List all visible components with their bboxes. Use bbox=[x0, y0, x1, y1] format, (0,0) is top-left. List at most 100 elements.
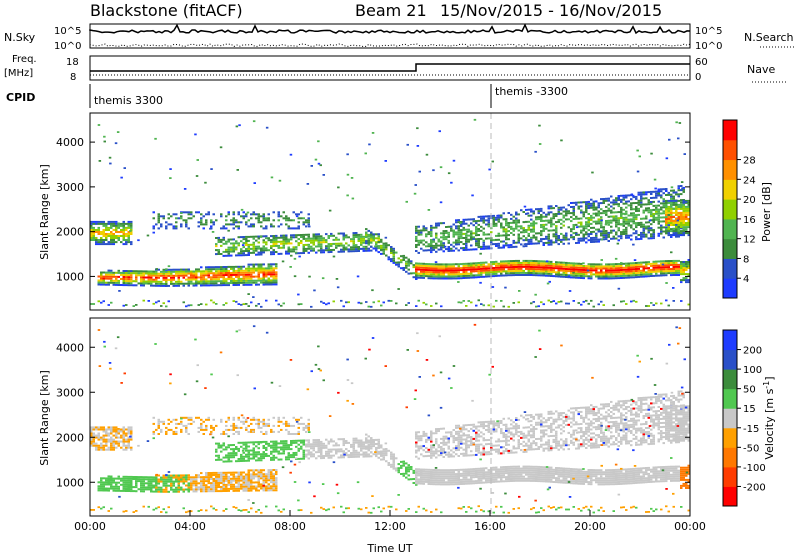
heatmap-cell bbox=[310, 249, 313, 252]
heatmap-cell bbox=[255, 245, 258, 248]
heatmap-cell bbox=[112, 237, 115, 239]
heatmap-cell bbox=[477, 219, 480, 222]
heatmap-cell bbox=[482, 219, 485, 222]
heatmap-cell bbox=[670, 270, 673, 272]
heatmap-cell bbox=[210, 272, 213, 275]
heatmap-cell bbox=[105, 273, 108, 276]
heatmap-cell bbox=[102, 428, 105, 431]
heatmap-cell bbox=[517, 270, 520, 272]
heatmap-cell bbox=[595, 269, 598, 272]
heatmap-cell bbox=[510, 274, 513, 277]
heatmap-cell bbox=[285, 252, 288, 255]
heatmap-cell bbox=[622, 266, 625, 269]
heatmap-cell bbox=[420, 276, 423, 279]
heatmap-cell bbox=[247, 453, 250, 456]
heatmap-cell bbox=[630, 270, 633, 273]
heatmap-cell bbox=[270, 281, 273, 284]
heatmap-cell bbox=[180, 225, 183, 228]
heatmap-cell bbox=[517, 237, 520, 240]
heatmap-cell bbox=[535, 238, 538, 241]
heatmap-cell bbox=[246, 240, 249, 242]
heatmap-cell bbox=[345, 234, 348, 237]
heatmap-cell bbox=[380, 304, 383, 307]
heatmap-cell bbox=[542, 227, 545, 230]
heatmap-cell bbox=[330, 234, 333, 237]
heatmap-cell bbox=[257, 481, 260, 484]
heatmap-cell bbox=[545, 274, 548, 277]
heatmap-cell bbox=[140, 484, 143, 487]
heatmap-cell bbox=[292, 250, 295, 253]
heatmap-cell bbox=[155, 476, 158, 479]
heatmap-cell bbox=[590, 273, 593, 276]
heatmap-cell bbox=[195, 278, 198, 281]
heatmap-cell bbox=[495, 224, 498, 227]
heatmap-cell bbox=[267, 281, 270, 284]
heatmap-cell bbox=[557, 267, 560, 270]
heatmap-cell bbox=[515, 217, 518, 220]
heatmap-cell bbox=[577, 508, 580, 510]
heatmap-cell bbox=[280, 234, 283, 237]
heatmap-cell bbox=[390, 246, 393, 248]
heatmap-cell bbox=[272, 251, 275, 254]
heatmap-cell bbox=[560, 261, 563, 264]
heatmap-cell bbox=[657, 200, 660, 203]
heatmap-cell bbox=[502, 246, 505, 249]
heatmap-cell bbox=[670, 207, 673, 210]
heatmap-cell bbox=[417, 268, 420, 271]
heatmap-cell bbox=[547, 260, 550, 263]
heatmap-cell bbox=[230, 456, 233, 459]
heatmap-cell bbox=[677, 189, 680, 192]
heatmap-cell bbox=[625, 202, 628, 205]
heatmap-cell bbox=[92, 428, 95, 431]
heatmap-cell bbox=[322, 251, 325, 254]
heatmap-cell bbox=[222, 475, 225, 478]
heatmap-cell bbox=[635, 264, 638, 266]
heatmap-cell bbox=[107, 489, 110, 492]
heatmap-cell bbox=[175, 480, 178, 483]
heatmap-cell bbox=[207, 270, 210, 273]
heatmap-cell bbox=[677, 259, 680, 262]
heatmap-cell bbox=[542, 270, 545, 273]
heatmap-cell bbox=[155, 282, 158, 285]
heatmap-cell bbox=[447, 273, 450, 276]
heatmap-cell bbox=[262, 283, 265, 286]
heatmap-cell bbox=[416, 127, 419, 130]
heatmap-cell bbox=[422, 249, 425, 252]
heatmap-cell bbox=[177, 272, 180, 275]
heatmap-cell bbox=[257, 479, 260, 482]
heatmap-cell bbox=[675, 274, 678, 276]
colorbar-tick-label: 20 bbox=[743, 195, 756, 206]
heatmap-cell bbox=[635, 300, 638, 303]
heatmap-cell bbox=[607, 271, 610, 274]
heatmap-cell bbox=[95, 434, 98, 437]
heatmap-cell bbox=[675, 234, 678, 237]
heatmap-cell bbox=[235, 254, 238, 257]
heatmap-cell bbox=[635, 268, 638, 270]
heatmap-cell bbox=[270, 458, 273, 461]
heatmap-cell bbox=[602, 267, 605, 270]
heatmap-cell bbox=[237, 447, 240, 450]
heatmap-cell bbox=[220, 266, 223, 269]
heatmap-cell bbox=[687, 232, 690, 235]
heatmap-cell bbox=[557, 301, 560, 303]
heatmap-cell bbox=[275, 448, 278, 451]
heatmap-cell bbox=[565, 270, 568, 272]
heatmap-cell bbox=[110, 226, 113, 229]
heatmap-cell bbox=[465, 242, 468, 245]
heatmap-cell bbox=[442, 273, 445, 276]
heatmap-cell bbox=[195, 280, 198, 283]
heatmap-cell bbox=[100, 487, 103, 490]
heatmap-cell bbox=[515, 245, 518, 248]
heatmap-cell bbox=[590, 269, 593, 272]
heatmap-cell bbox=[407, 302, 410, 304]
heatmap-cell bbox=[365, 236, 368, 239]
heatmap-cell bbox=[327, 237, 330, 239]
heatmap-cell bbox=[500, 222, 503, 225]
heatmap-cell bbox=[125, 428, 128, 431]
heatmap-cell bbox=[475, 304, 478, 307]
heatmap-cell bbox=[402, 267, 405, 269]
heatmap-cell bbox=[530, 264, 533, 266]
heatmap-cell bbox=[252, 441, 255, 444]
heatmap-cell bbox=[515, 268, 518, 270]
heatmap-cell bbox=[230, 219, 233, 222]
